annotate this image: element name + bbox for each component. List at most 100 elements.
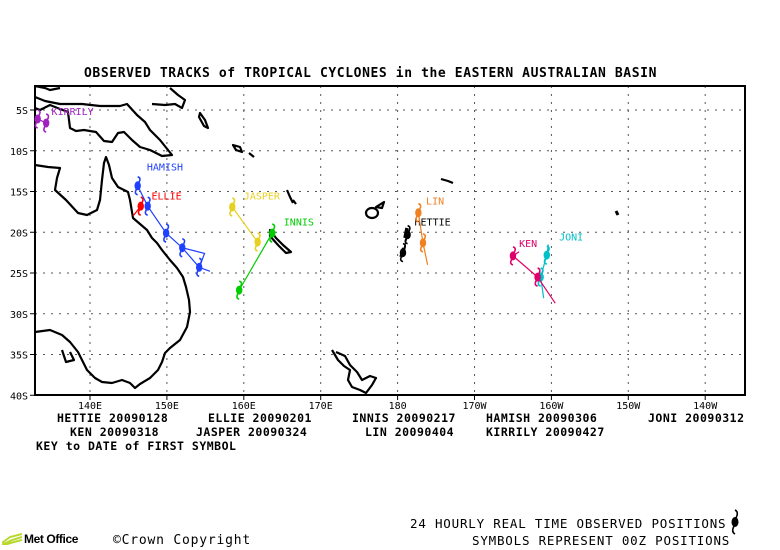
lon-tick-label: 170E <box>309 401 333 412</box>
cyclone-position-symbol <box>254 232 261 252</box>
cyclone-position-symbol <box>162 223 170 243</box>
new-zealand-north-island <box>331 349 378 395</box>
key-first-date: 20090217 <box>396 411 456 425</box>
key-storm-name: KIRRILY <box>486 425 546 439</box>
lat-tick-label: 10S <box>10 147 28 158</box>
key-entry-jasper: JASPER 20090324 <box>196 425 307 439</box>
key-first-date: 20090312 <box>685 411 745 425</box>
key-storm-name: JONI <box>648 411 686 425</box>
legend-observed-positions: 24 HOURLY REAL TIME OBSERVED POSITIONS <box>410 516 727 531</box>
met-office-logo: Met Office <box>2 532 78 546</box>
key-entry-hamish: HAMISH 20090306 <box>486 411 597 425</box>
track-label-jasper: JASPER <box>244 192 281 203</box>
cyclone-position-symbol <box>509 246 517 266</box>
grid-lines <box>35 86 745 395</box>
track-label-innis: INNIS <box>284 218 314 229</box>
map-frame <box>34 85 746 396</box>
key-storm-name: HETTIE <box>57 411 109 425</box>
key-storm-name: LIN <box>365 425 395 439</box>
track-line <box>511 251 556 304</box>
key-storm-name: ELLIE <box>208 411 253 425</box>
key-first-date: 20090324 <box>247 425 308 439</box>
key-storm-name: INNIS <box>352 411 397 425</box>
new-britain <box>151 87 187 110</box>
lon-tick-label: 180 <box>389 401 407 412</box>
cyclone-position-symbol <box>534 267 541 287</box>
cyclone-position-symbol <box>543 245 550 265</box>
lon-tick-label: 150W <box>616 401 641 412</box>
met-office-logo-text: Met Office <box>24 532 79 546</box>
key-first-date: 20090427 <box>545 425 605 439</box>
cyclone-position-symbol <box>229 197 236 217</box>
cyclone-position-symbol <box>144 196 151 216</box>
key-first-date: 20090128 <box>108 411 169 425</box>
cyclone-position-symbol <box>34 109 41 129</box>
track-ellie: ELLIE <box>132 192 182 217</box>
cyclone-position-symbol <box>195 257 203 278</box>
lon-tick-label: 140E <box>78 401 102 412</box>
track-label-hamish: HAMISH <box>147 162 183 173</box>
cyclone-position-symbol <box>404 224 411 245</box>
cyclone-position-symbol <box>419 233 427 253</box>
track-jasper: JASPER <box>229 192 281 252</box>
lon-tick-label: 140W <box>693 401 718 412</box>
copyright: ©Crown Copyright <box>113 533 251 548</box>
key-entry-ellie: ELLIE 20090201 <box>208 411 312 425</box>
cyclone-position-symbol <box>269 223 276 243</box>
track-label-kirrily: KIRRILY <box>52 107 94 118</box>
axis-ticks: 5S 10S 15S 20S 25S 30S 35S 40S 140E 150E 160E 170E 1… <box>10 106 718 412</box>
track-label-ken: KEN <box>519 239 537 250</box>
vanuatu <box>285 189 297 205</box>
lat-tick-label: 15S <box>10 188 28 199</box>
track-joni: JONI <box>537 232 583 299</box>
track-label-joni: JONI <box>559 232 583 243</box>
lat-tick-label: 5S <box>16 106 28 117</box>
key-entry-hettie: HETTIE 20090128 <box>57 411 168 425</box>
cyclone-position-symbol <box>399 242 407 263</box>
key-entry-joni: JONI 20090312 <box>648 411 745 425</box>
cyclone-position-symbol <box>235 280 243 300</box>
cyclone-position-symbol <box>42 113 50 133</box>
key-first-date: 20090318 <box>99 425 160 439</box>
map-title: OBSERVED TRACKS of TROPICAL CYCLONES in … <box>84 66 658 81</box>
cyclone-position-symbol <box>134 176 141 196</box>
key-first-date: 20090306 <box>537 411 598 425</box>
yorke-peninsula <box>60 349 76 364</box>
met-office-wave-icon <box>2 533 22 545</box>
track-label-ellie: ELLIE <box>152 192 182 203</box>
track-label-lin: LIN <box>426 197 444 208</box>
track-line <box>540 244 549 299</box>
lat-tick-label: 30S <box>10 310 28 321</box>
samoa <box>440 177 454 185</box>
lat-tick-label: 25S <box>10 269 28 280</box>
key-caption: KEY to DATE of FIRST SYMBOL <box>36 439 237 453</box>
track-ken: KEN <box>509 239 556 304</box>
small-island <box>614 210 620 216</box>
cyclone-symbol-legend-icon <box>731 509 739 535</box>
lon-tick-label: 150E <box>155 401 179 412</box>
fiji-viti-levu <box>364 206 380 220</box>
cyclone-position-symbol <box>415 202 422 223</box>
lon-tick-label: 170W <box>462 401 487 412</box>
bougainville-island <box>197 111 210 130</box>
key-storm-name: JASPER <box>196 425 248 439</box>
track-line <box>231 206 259 243</box>
key-entry-lin: LIN 20090404 <box>365 425 454 439</box>
track-line <box>238 232 273 291</box>
cyclone-tracks: HETTIE ELLIE INNIS HAMISH JONI KEN JASPER LIN KI… <box>34 107 583 304</box>
key-entry-ken: KEN 20090318 <box>70 425 159 439</box>
copyright-text: Crown Copyright <box>121 533 252 548</box>
key-first-date: 20090404 <box>394 425 455 439</box>
key-entry-kirrily: KIRRILY 20090427 <box>486 425 605 439</box>
key-entry-innis: INNIS 20090217 <box>352 411 456 425</box>
track-hettie: HETTIE <box>399 218 451 263</box>
copyright-symbol: © <box>113 533 122 548</box>
lon-tick-label: 160E <box>232 401 256 412</box>
track-lin: LIN <box>415 197 444 265</box>
lat-tick-label: 20S <box>10 228 28 239</box>
key-storm-name: HAMISH <box>486 411 538 425</box>
lon-tick-label: 160W <box>539 401 564 412</box>
cyclone-position-symbol <box>137 196 144 216</box>
track-innis: INNIS <box>235 218 314 300</box>
